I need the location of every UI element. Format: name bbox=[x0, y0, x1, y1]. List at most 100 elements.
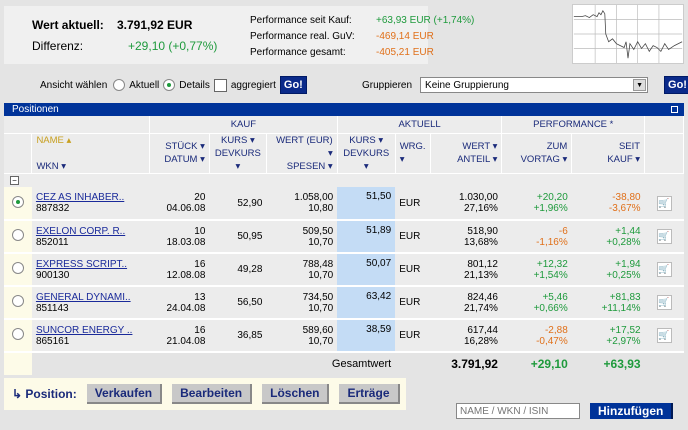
waehrung: EUR bbox=[395, 187, 431, 221]
perf-row: Performance real. GuV: -469,14 EUR bbox=[250, 29, 474, 45]
position-name-link[interactable]: EXPRESS SCRIPT.. bbox=[35, 258, 128, 270]
row-select-radio[interactable] bbox=[11, 229, 24, 241]
section-title: Positionen bbox=[12, 104, 59, 115]
search-input[interactable] bbox=[456, 403, 580, 419]
maximize-icon[interactable] bbox=[671, 106, 678, 113]
sort-wert-anteil[interactable]: WERT ▾ ANTEIL ▾ bbox=[430, 133, 503, 173]
position-name-link[interactable]: SUNCOR ENERGY .. bbox=[35, 324, 133, 336]
perf-vortag: -6 bbox=[558, 225, 568, 237]
anteil: 27,16% bbox=[464, 203, 498, 214]
kurs: 49,28 bbox=[209, 253, 267, 287]
group-header-row: KAUF AKTUELL PERFORMANCE * bbox=[4, 116, 684, 134]
row-select-radio[interactable] bbox=[11, 195, 24, 208]
waehrung: EUR bbox=[395, 319, 431, 353]
add-button[interactable]: Hinzufügen bbox=[590, 403, 674, 419]
position-name-link[interactable]: EXELON CORP. R.. bbox=[35, 225, 126, 237]
cart-icon[interactable]: 🛒 bbox=[656, 195, 672, 211]
aggregiert-label: aggregiert bbox=[230, 79, 276, 91]
anteil: 21,74% bbox=[464, 302, 498, 314]
sort-wrg[interactable]: WRG. ▾ bbox=[395, 133, 431, 173]
collapse-icon[interactable]: − bbox=[10, 175, 19, 185]
wkn: 865161 bbox=[35, 335, 70, 347]
group-performance: PERFORMANCE * bbox=[501, 116, 646, 134]
waehrung: EUR bbox=[395, 253, 431, 287]
radio-details[interactable] bbox=[163, 79, 176, 91]
wert-value: 3.791,92 EUR bbox=[117, 18, 193, 32]
wert: 589,60 bbox=[302, 324, 334, 336]
wkn: 887832 bbox=[35, 203, 70, 214]
group-aktuell: AKTUELL bbox=[337, 116, 503, 134]
gruppieren-select[interactable]: Keine Gruppierung ▼ bbox=[420, 77, 649, 93]
header-wkn[interactable]: WKN bbox=[36, 160, 59, 172]
total-row: Gesamtwert 3.791,92 +29,10 +63,93 bbox=[4, 351, 684, 375]
aktuell-wert: 824,46 bbox=[467, 291, 498, 303]
perf-seit-kauf-pct: +11,14% bbox=[601, 302, 641, 314]
chevron-down-icon[interactable]: ▼ bbox=[633, 79, 647, 91]
perf-vortag: +12,32 bbox=[536, 258, 568, 270]
perf-value: -405,21 EUR bbox=[376, 47, 434, 58]
row-select-radio[interactable] bbox=[11, 295, 24, 307]
perf-vortag-pct: +1,54% bbox=[533, 269, 568, 281]
spesen: 10,70 bbox=[308, 302, 334, 314]
header-name[interactable]: NAME bbox=[36, 134, 64, 146]
cart-icon[interactable]: 🛒 bbox=[656, 229, 672, 244]
radio-aktuell[interactable] bbox=[113, 79, 126, 91]
perf-vortag: +5,46 bbox=[542, 291, 568, 303]
anteil: 13,68% bbox=[464, 236, 498, 248]
perf-seit-kauf-pct: +0,25% bbox=[606, 269, 641, 281]
group-controls: Gruppieren Keine Gruppierung ▼ Go! bbox=[362, 76, 688, 94]
cart-icon[interactable]: 🛒 bbox=[656, 262, 672, 277]
spesen: 10,80 bbox=[308, 203, 334, 214]
ertraege-button[interactable]: Erträge bbox=[339, 384, 400, 404]
spesen: 10,70 bbox=[308, 236, 334, 248]
stueck: 10 bbox=[194, 225, 206, 237]
position-name-link[interactable]: GENERAL DYNAMI.. bbox=[35, 291, 131, 303]
verkaufen-button[interactable]: Verkaufen bbox=[86, 384, 163, 404]
sort-wert-spesen[interactable]: WERT (EUR) ▾ SPESEN ▾ bbox=[266, 133, 338, 173]
perf-row: Performance gesamt: -405,21 EUR bbox=[250, 45, 474, 61]
aggregiert-checkbox[interactable] bbox=[213, 78, 227, 92]
row-select-radio[interactable] bbox=[11, 328, 24, 340]
total-vortag: +29,10 bbox=[501, 351, 572, 375]
stueck: 20 bbox=[194, 192, 206, 203]
sort-seit-kauf[interactable]: SEIT KAUF ▾ bbox=[571, 133, 646, 173]
perf-vortag-pct: -0,47% bbox=[536, 335, 568, 347]
perf-value: -469,14 EUR bbox=[376, 31, 434, 42]
table-row[interactable]: CEZ AS INHABER.. 887832 20 04.06.08 52,90 … bbox=[4, 187, 684, 221]
positions-table: KAUF AKTUELL PERFORMANCE * NAME ▴ WKN ▾ S… bbox=[4, 116, 684, 375]
aktuell-wert: 1.030,00 bbox=[458, 192, 498, 203]
sort-aktuell-kurs[interactable]: KURS ▾ DEVKURS ▾ bbox=[337, 133, 396, 173]
stueck: 16 bbox=[194, 258, 206, 270]
perf-vortag-pct: +1,96% bbox=[533, 203, 568, 214]
total-label: Gesamtwert bbox=[331, 358, 392, 370]
wkn: 851143 bbox=[35, 302, 69, 314]
cart-icon[interactable]: 🛒 bbox=[656, 328, 672, 343]
kurs: 56,50 bbox=[209, 286, 267, 320]
spesen: 10,70 bbox=[308, 335, 334, 347]
gruppieren-value: Keine Gruppierung bbox=[425, 80, 509, 91]
datum: 04.06.08 bbox=[166, 203, 206, 214]
bearbeiten-button[interactable]: Bearbeiten bbox=[172, 384, 253, 404]
position-name-link[interactable]: CEZ AS INHABER.. bbox=[35, 192, 125, 203]
view-go-button[interactable]: Go! bbox=[279, 76, 307, 94]
datum: 21.04.08 bbox=[166, 335, 206, 347]
wkn: 852011 bbox=[35, 236, 69, 248]
table-row[interactable]: EXPRESS SCRIPT.. 900130 16 12.08.08 49,28 … bbox=[4, 253, 684, 287]
sort-vortag[interactable]: ZUM VORTAG ▾ bbox=[501, 133, 573, 173]
group-go-button[interactable]: Go! bbox=[664, 76, 688, 94]
table-row[interactable]: SUNCOR ENERGY .. 865161 16 21.04.08 36,85 … bbox=[4, 319, 684, 353]
wert: 788,48 bbox=[302, 258, 334, 270]
total-wert: 3.791,92 bbox=[430, 351, 502, 375]
perf-label: Performance real. GuV: bbox=[250, 31, 355, 42]
perf-value: +63,93 EUR (+1,74%) bbox=[376, 15, 475, 26]
loeschen-button[interactable]: Löschen bbox=[262, 384, 330, 404]
sort-stueck-datum[interactable]: STÜCK ▾ DATUM ▾ bbox=[149, 133, 210, 173]
sort-name-wkn[interactable]: NAME ▴ WKN ▾ bbox=[31, 133, 150, 173]
table-row[interactable]: EXELON CORP. R.. 852011 10 18.03.08 50,95 … bbox=[4, 220, 684, 254]
sort-kurs[interactable]: KURS ▾ DEVKURS ▾ bbox=[209, 133, 267, 173]
cart-icon[interactable]: 🛒 bbox=[656, 295, 672, 310]
perf-vortag: +20,20 bbox=[536, 192, 568, 203]
table-row[interactable]: GENERAL DYNAMI.. 851143 13 24.04.08 56,50 … bbox=[4, 286, 684, 320]
performance-sparkline bbox=[572, 4, 684, 64]
row-select-radio[interactable] bbox=[11, 262, 24, 274]
